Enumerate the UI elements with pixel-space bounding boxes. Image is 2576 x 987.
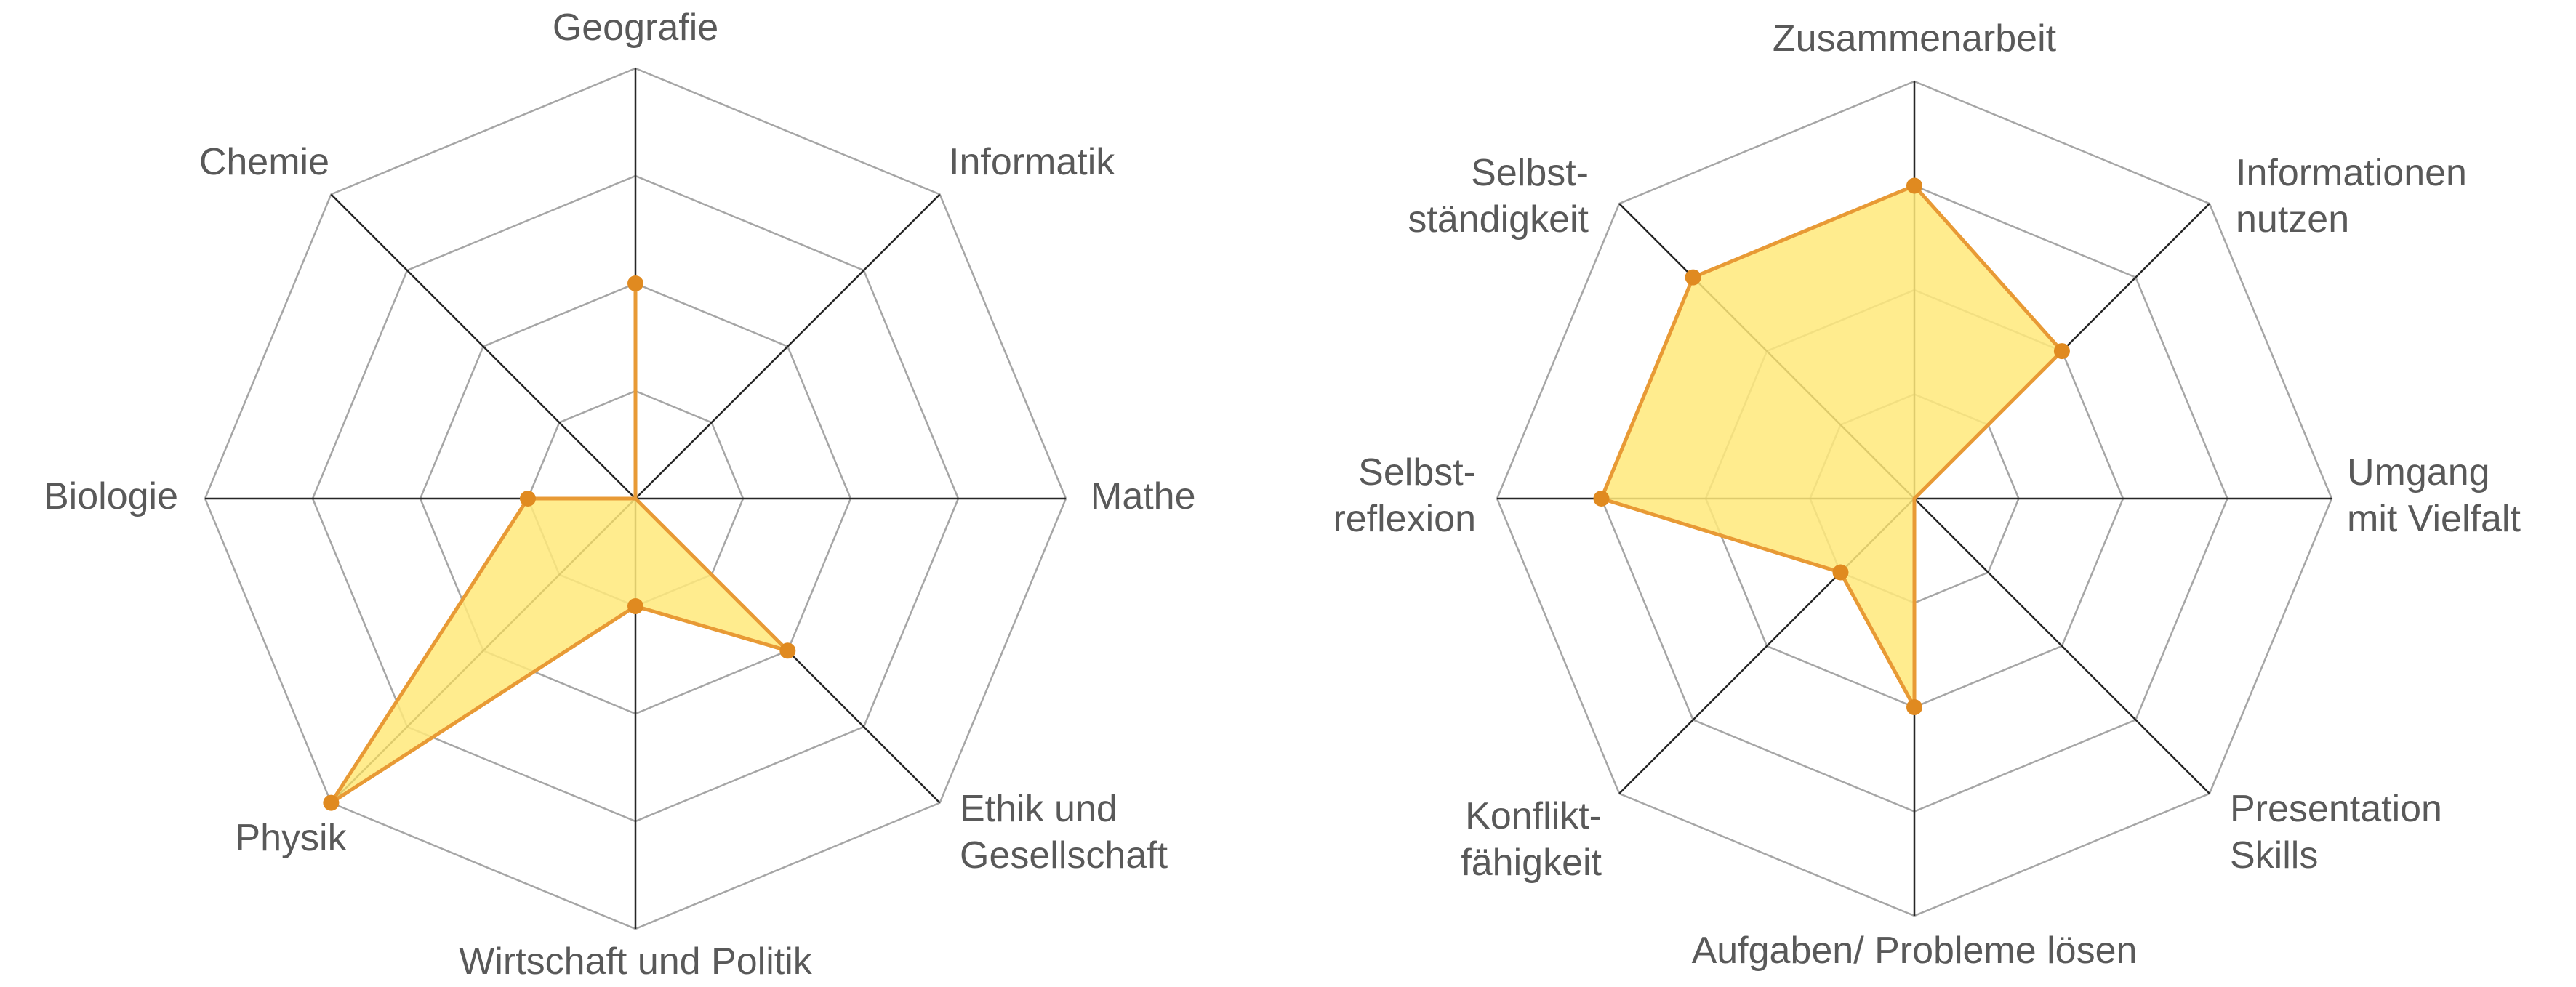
data-point — [1832, 564, 1849, 581]
data-point — [1685, 269, 1701, 286]
axis-label: Selbst-ständigkeit — [1408, 152, 1589, 241]
axis-label: Zusammenarbeit — [1773, 17, 2057, 60]
data-point — [627, 275, 643, 291]
data-point — [1906, 177, 1922, 194]
axis-label: Chemie — [199, 141, 329, 183]
axis-label: Umgang mit Vielfalt — [2347, 451, 2521, 540]
radar-chart-subjects: Geografie Informatik Mathe Ethik und Gesells… — [44, 7, 1196, 983]
axis-label: Informationen nutzen — [2236, 152, 2467, 241]
axis-label: Geografie — [553, 7, 718, 49]
axis-label: Biologie — [44, 475, 178, 517]
axis-label: Wirtschaft und Politik — [459, 940, 812, 983]
axis-label: Selbst-reflexion — [1333, 451, 1476, 540]
spoke-4 — [1914, 498, 2210, 794]
axis-label: Physik — [235, 817, 347, 859]
data-point — [520, 491, 536, 507]
axis-label: Informatik — [949, 141, 1115, 183]
axis-label: Mathe — [1091, 475, 1196, 517]
data-area — [1600, 184, 2064, 709]
axis-label: Ethik und Gesellschaft — [960, 788, 1168, 877]
axis-label: Presentation Skills — [2230, 788, 2442, 877]
data-point — [1906, 699, 1922, 715]
data-point — [627, 598, 643, 614]
radar-chart-skills: Zusammenarbeit Informationen nutzen Umgang m… — [1333, 17, 2521, 972]
spoke-2 — [635, 193, 941, 499]
data-point — [779, 642, 796, 659]
data-area — [329, 281, 790, 805]
data-point — [2053, 343, 2070, 360]
axis-label: Konflikt-fähigkeit — [1461, 795, 1602, 884]
axis-label: Aufgaben/ Probleme lösen — [1692, 930, 2138, 972]
data-point — [1593, 491, 1610, 507]
data-point — [323, 794, 340, 811]
spoke-8 — [330, 193, 636, 499]
